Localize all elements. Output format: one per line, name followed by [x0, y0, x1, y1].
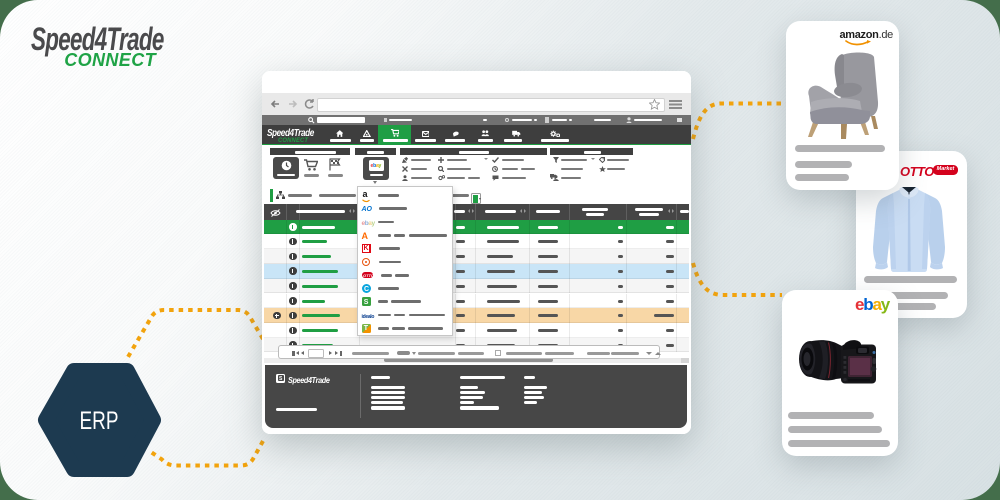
svg-text:ERP: ERP	[80, 407, 119, 435]
